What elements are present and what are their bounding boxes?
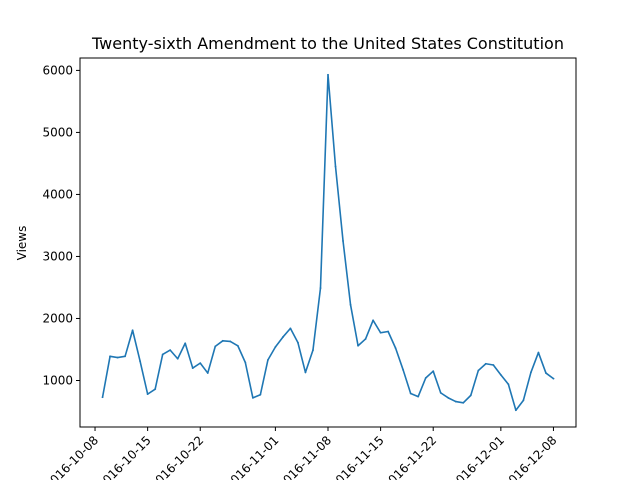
- x-tick-label: 2016-11-15: [328, 433, 387, 480]
- data-point: [409, 392, 412, 395]
- data-point: [312, 349, 314, 351]
- data-point: [229, 340, 232, 343]
- data-point: [364, 338, 367, 340]
- data-point: [432, 370, 435, 373]
- x-tick-label: 2016-11-01: [222, 433, 281, 480]
- data-point: [169, 349, 172, 351]
- data-point: [221, 339, 224, 342]
- data-point: [514, 409, 517, 412]
- x-tick-label: 2016-12-08: [500, 433, 559, 480]
- series-line: [101, 73, 555, 412]
- data-point: [394, 347, 397, 350]
- data-point: [507, 383, 510, 386]
- data-point: [462, 401, 465, 404]
- y-tick-label: 2000: [42, 311, 73, 325]
- data-point: [101, 396, 104, 399]
- y-tick-label: 3000: [42, 249, 73, 263]
- data-point: [552, 377, 555, 380]
- data-point: [199, 362, 202, 365]
- data-point: [477, 369, 480, 372]
- data-point: [274, 346, 277, 348]
- x-tick-label: 2016-12-01: [448, 433, 507, 480]
- data-point: [214, 345, 217, 348]
- data-point: [289, 327, 292, 330]
- data-point: [334, 165, 337, 168]
- x-tick-label: 2016-10-22: [147, 433, 206, 480]
- data-point: [537, 351, 540, 354]
- data-point: [417, 395, 420, 398]
- y-tick-label: 1000: [42, 373, 73, 387]
- data-point: [176, 357, 179, 360]
- data-point: [131, 329, 134, 332]
- data-point: [484, 362, 487, 365]
- data-point: [319, 287, 322, 289]
- data-point: [124, 355, 126, 358]
- chart-title: Twenty-sixth Amendment to the United Sta…: [91, 34, 564, 53]
- data-point: [109, 355, 111, 358]
- y-tick-label: 4000: [42, 187, 73, 201]
- y-tick-label: 6000: [42, 63, 73, 77]
- data-point: [206, 372, 209, 374]
- data-point: [282, 336, 284, 338]
- data-point: [304, 371, 307, 374]
- x-tick-label: 2016-10-08: [42, 433, 101, 480]
- x-tick-label: 2016-10-15: [95, 433, 154, 480]
- data-point: [154, 388, 157, 391]
- data-point: [139, 360, 142, 363]
- data-point: [259, 393, 262, 396]
- data-point: [184, 342, 187, 345]
- data-point: [447, 396, 450, 399]
- data-point: [357, 344, 359, 347]
- data-point: [387, 330, 390, 333]
- data-point: [530, 371, 532, 374]
- data-point: [191, 367, 194, 369]
- y-tick-label: 5000: [42, 125, 73, 139]
- y-axis-label: Views: [15, 226, 29, 261]
- data-point: [522, 399, 525, 402]
- data-point: [116, 356, 119, 359]
- plot-frame: [79, 57, 577, 428]
- data-point: [492, 364, 495, 366]
- data-point: [244, 361, 247, 364]
- data-point: [146, 393, 149, 396]
- data-point: [372, 319, 374, 322]
- data-point: [266, 359, 269, 361]
- data-point: [499, 374, 502, 376]
- data-point: [402, 369, 405, 371]
- data-point: [469, 394, 472, 397]
- series-group: [101, 73, 555, 412]
- data-point: [161, 353, 164, 356]
- data-point: [327, 73, 329, 76]
- data-point: [297, 341, 299, 344]
- data-point: [545, 372, 547, 374]
- data-point: [251, 396, 254, 399]
- data-point: [236, 344, 239, 347]
- data-point: [349, 303, 352, 306]
- y-axis: 1000 2000 3000 4000 5000 6000: [42, 63, 80, 387]
- data-point: [454, 400, 457, 403]
- data-point: [439, 391, 442, 394]
- data-point: [379, 331, 382, 334]
- x-tick-label: 2016-11-08: [275, 433, 334, 480]
- data-point: [342, 240, 344, 242]
- x-tick-label: 2016-11-22: [380, 433, 439, 480]
- data-point: [424, 377, 427, 379]
